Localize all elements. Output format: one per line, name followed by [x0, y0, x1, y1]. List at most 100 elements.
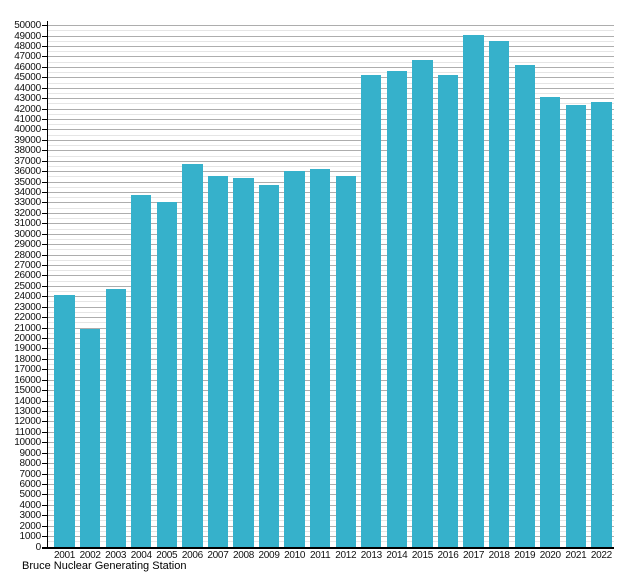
gridline-major: [48, 306, 614, 308]
gridline-major: [48, 317, 614, 319]
gridline-minor: [48, 228, 614, 230]
gridline-minor: [48, 61, 614, 63]
y-axis-tick: [42, 129, 47, 131]
y-axis-tick: [42, 254, 47, 256]
y-axis-tick: [42, 337, 47, 339]
bar-2008: [233, 177, 254, 547]
y-axis-label: 25000: [14, 280, 41, 292]
gridline-major: [48, 192, 614, 194]
gridline-minor: [48, 51, 614, 53]
gridline-minor: [48, 134, 614, 136]
gridline-minor: [48, 218, 614, 220]
y-axis-tick: [42, 400, 47, 402]
y-axis-tick: [42, 494, 47, 496]
y-axis-tick: [42, 442, 47, 444]
bar-2013: [361, 74, 382, 547]
gridline-minor: [48, 259, 614, 261]
y-axis-tick: [42, 46, 47, 48]
bar-2015: [412, 60, 433, 547]
y-axis-label: 35000: [14, 176, 41, 188]
gridline-major: [48, 337, 614, 339]
y-axis-label: 33000: [14, 197, 41, 209]
gridline-major: [48, 223, 614, 225]
x-axis-label-2004: 2004: [130, 550, 152, 561]
gridline-minor: [48, 103, 614, 105]
x-axis-label-2012: 2012: [335, 550, 357, 561]
x-axis-label-2016: 2016: [437, 550, 459, 561]
y-axis-tick: [42, 327, 47, 329]
bar-2019: [514, 65, 535, 547]
x-axis-label-2014: 2014: [386, 550, 408, 561]
gridline-major: [48, 275, 614, 277]
bar-2012: [335, 175, 356, 547]
y-axis-label: 27000: [14, 259, 41, 271]
bar-2016: [437, 74, 459, 547]
x-axis-label-2022: 2022: [590, 550, 612, 561]
gridline-minor: [48, 311, 614, 313]
x-axis-label-2021: 2021: [565, 550, 587, 561]
gridline-minor: [48, 301, 614, 303]
y-axis-tick: [42, 306, 47, 308]
gridline-major: [48, 87, 614, 89]
gridline-minor: [48, 113, 614, 115]
gridline-major: [48, 98, 614, 100]
y-axis-label: 38000: [14, 145, 41, 157]
x-axis-label-2018: 2018: [488, 550, 510, 561]
gridline-major: [48, 410, 614, 412]
gridline-major: [48, 171, 614, 173]
y-axis-label: 12000: [14, 416, 41, 428]
gridline-minor: [48, 155, 614, 157]
y-axis-tick: [42, 296, 47, 298]
gridline-major: [48, 25, 614, 27]
x-axis-label-2010: 2010: [284, 550, 306, 561]
x-axis-label-2003: 2003: [105, 550, 127, 561]
gridline-minor: [48, 322, 614, 324]
y-axis-tick: [42, 244, 47, 246]
y-axis-tick: [42, 264, 47, 266]
gridline-minor: [48, 374, 614, 376]
y-axis-tick: [42, 192, 47, 194]
y-axis-tick: [42, 369, 47, 371]
x-axis-label-2019: 2019: [514, 550, 536, 561]
bar-2005: [156, 201, 177, 547]
x-axis-label-2013: 2013: [360, 550, 382, 561]
gridline-minor: [48, 238, 614, 240]
y-axis-tick: [42, 504, 47, 506]
y-axis-label: 46000: [14, 61, 41, 73]
gridline-minor: [48, 416, 614, 418]
x-axis-label-2008: 2008: [232, 550, 255, 561]
y-axis-label: 22000: [14, 312, 41, 324]
y-axis-label: 19000: [14, 343, 41, 355]
gridline-minor: [48, 176, 614, 178]
y-axis-label: 41000: [14, 114, 41, 126]
y-axis-tick: [42, 212, 47, 214]
gridline-minor: [48, 82, 614, 84]
gridline-major: [48, 77, 614, 79]
y-axis-label: 36000: [14, 166, 41, 178]
gridline-minor: [48, 186, 614, 188]
x-axis-label-2001: 2001: [54, 550, 76, 561]
gridline-major: [48, 202, 614, 204]
gridline-minor: [48, 197, 614, 199]
y-axis-tick: [42, 390, 47, 392]
gridline-minor: [48, 447, 614, 449]
y-axis-label: 29000: [14, 239, 41, 251]
gridline-minor: [48, 426, 614, 428]
y-axis-label: 42000: [14, 103, 41, 115]
gridline-minor: [48, 510, 614, 511]
y-axis-label: 49000: [14, 30, 41, 42]
y-axis-label: 20000: [14, 332, 41, 344]
gridline-major: [48, 327, 614, 329]
y-axis-tick: [42, 150, 47, 152]
y-axis-tick: [42, 171, 47, 173]
gridline-minor: [48, 332, 614, 334]
bar-2009: [258, 185, 280, 547]
gridline-minor: [48, 72, 614, 74]
x-axis-label-2011: 2011: [310, 550, 331, 561]
y-axis-label: 1000: [19, 531, 42, 543]
gridline-major: [48, 160, 614, 162]
gridline-major: [48, 129, 614, 131]
gridline-minor: [48, 530, 614, 532]
y-axis-tick: [42, 66, 47, 68]
y-axis-label: 32000: [14, 207, 41, 219]
